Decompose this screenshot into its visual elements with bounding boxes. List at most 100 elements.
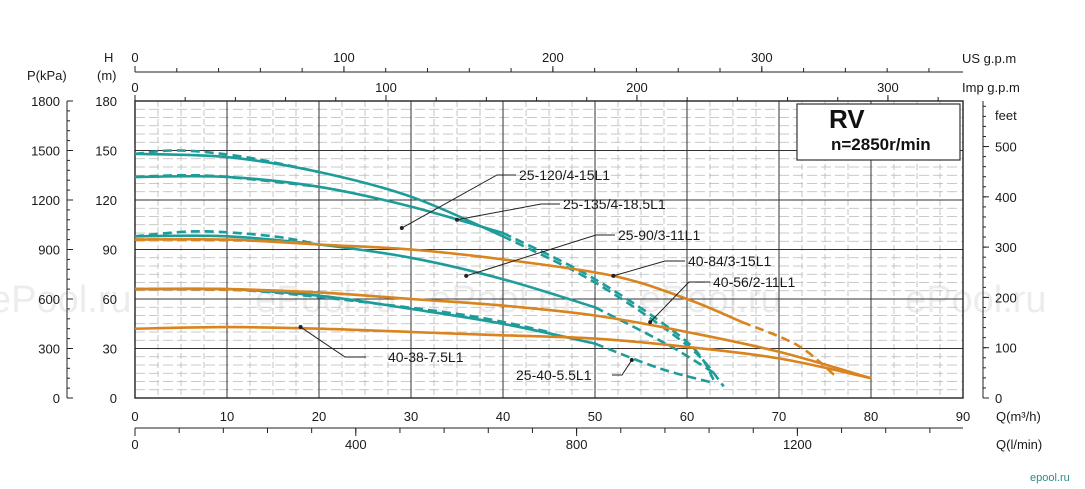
series-curve <box>134 174 504 235</box>
leader-dot <box>629 358 634 363</box>
p-tick-label: 1500 <box>31 144 60 159</box>
model-box: RV n=2850r/min <box>796 103 961 161</box>
curve-label-40-38-7.5L1: 40-38-7.5L1 <box>388 349 464 365</box>
p-tick-label: 600 <box>38 292 60 307</box>
q-tick-label: 30 <box>404 409 418 424</box>
h-tick-label: 30 <box>103 342 117 357</box>
leader-dot <box>455 217 459 222</box>
p-tick-label: 1800 <box>31 94 60 109</box>
watermark-text-2: ePool.ru <box>430 279 572 321</box>
p-tick-label: 0 <box>53 391 60 406</box>
p-tick-label: 1200 <box>31 193 60 208</box>
leader-dot <box>464 273 469 278</box>
lmin-tick-label: 400 <box>345 437 367 452</box>
series-25-90/3-11L1 <box>134 229 716 375</box>
h-tick-label: 120 <box>95 193 117 208</box>
h-tick-label: 180 <box>95 94 117 109</box>
chart-series <box>134 149 872 388</box>
series-curve <box>134 234 596 309</box>
h-axis-unit: (m) <box>97 68 117 83</box>
q-tick-label: 40 <box>496 409 510 424</box>
imp-gpm-tick-label: 100 <box>375 80 397 95</box>
feet-tick-label: 500 <box>995 140 1017 155</box>
q-m3h-label: Q(m³/h) <box>996 409 1041 424</box>
series-curve-tail <box>502 235 725 388</box>
model-box-frame <box>796 103 961 161</box>
imp-gpm-tick-label: 300 <box>877 80 899 95</box>
feet-tick-label: 300 <box>995 240 1017 255</box>
leader-dot <box>399 226 404 231</box>
p-tick-label: 900 <box>38 243 60 258</box>
watermark-text-3: ePool.ru <box>640 279 782 321</box>
series-40-38-7.5L1 <box>134 325 872 380</box>
feet-tick-label: 0 <box>995 391 1002 406</box>
leader-dot <box>611 273 616 278</box>
leader-line <box>613 260 685 277</box>
h-tick-label: 0 <box>110 391 117 406</box>
p-axis-label: P(kPa) <box>27 68 67 83</box>
chart-axes: 0306090120150180030060090012001500180001… <box>31 50 1017 452</box>
series-curve <box>134 237 743 324</box>
us-gpm-tick-label: 300 <box>751 50 773 65</box>
series-25-135/4-18.5L1 <box>134 149 725 388</box>
leader-dot <box>298 325 303 330</box>
curve-labels: 25-120/4-15L1 25-135/4-18.5L1 25-90/3-11L1… <box>298 167 795 383</box>
series-curve <box>134 152 504 238</box>
chart-grid <box>134 100 964 399</box>
series-40-56/2-11L1 <box>134 287 872 380</box>
leader-line <box>456 203 560 221</box>
series-curve-tail <box>741 320 836 376</box>
curve-label-25-135/4-18.5L1: 25-135/4-18.5L1 <box>563 196 666 212</box>
feet-tick-label: 200 <box>995 290 1017 305</box>
q-tick-label: 70 <box>772 409 786 424</box>
h-axis-label: H <box>104 50 113 65</box>
curve-label-25-120/4-15L1: 25-120/4-15L1 <box>519 167 610 183</box>
h-tick-label: 60 <box>103 292 117 307</box>
h-tick-label: 90 <box>103 243 117 258</box>
series-40-84/3-15L1 <box>134 237 836 376</box>
feet-axis-label: feet <box>995 108 1017 123</box>
curve-label-40-84/3-15L1: 40-84/3-15L1 <box>688 253 772 269</box>
imp-gpm-tick-label: 200 <box>626 80 648 95</box>
series-curve-tail <box>502 231 716 383</box>
q-tick-label: 80 <box>864 409 878 424</box>
series-25-120/4-15L1 <box>134 173 716 383</box>
leader-line <box>612 359 633 376</box>
model-name: RV <box>829 104 865 134</box>
q-tick-label: 90 <box>956 409 970 424</box>
curve-label-25-90/3-11L1: 25-90/3-11L1 <box>618 227 700 243</box>
watermark-text-0: ePool.ru <box>0 279 132 321</box>
series-curve-dashed <box>134 149 320 174</box>
lmin-tick-label: 0 <box>131 437 138 452</box>
us-gpm-tick-label: 100 <box>333 50 355 65</box>
series-curve <box>134 287 872 380</box>
us-gpm-tick-label: 0 <box>131 50 138 65</box>
q-tick-label: 60 <box>680 409 694 424</box>
us-gpm-label: US g.p.m <box>962 51 1016 66</box>
lmin-tick-label: 800 <box>566 437 588 452</box>
series-curve <box>134 325 872 380</box>
curve-label-40-56/2-11L1: 40-56/2-11L1 <box>713 274 795 290</box>
us-gpm-tick-label: 200 <box>542 50 564 65</box>
imp-gpm-tick-label: 0 <box>131 80 138 95</box>
feet-tick-label: 400 <box>995 190 1017 205</box>
watermark-text-4: ePool.ru <box>905 279 1047 321</box>
feet-tick-label: 100 <box>995 341 1017 356</box>
watermark-text-1: ePool.ru <box>255 279 397 321</box>
q-tick-label: 20 <box>312 409 326 424</box>
lmin-tick-label: 1200 <box>783 437 812 452</box>
h-tick-label: 150 <box>95 144 117 159</box>
series-curve-tail <box>594 306 716 375</box>
leader-line <box>649 281 710 323</box>
leader-line <box>401 174 516 229</box>
brand-mark: epool.ru <box>1030 472 1070 484</box>
leader-line <box>300 326 366 358</box>
series-curve-dashed <box>134 229 320 246</box>
watermark-layer: ePool.ru ePool.ru ePool.ru ePool.ru ePool.ru <box>0 279 1047 321</box>
leader-dot <box>648 320 653 325</box>
q-tick-label: 0 <box>131 409 138 424</box>
curve-label-25-40-5.5L1: 25-40-5.5L1 <box>516 367 592 383</box>
q-lmin-label: Q(l/min) <box>996 437 1042 452</box>
p-tick-label: 300 <box>38 342 60 357</box>
